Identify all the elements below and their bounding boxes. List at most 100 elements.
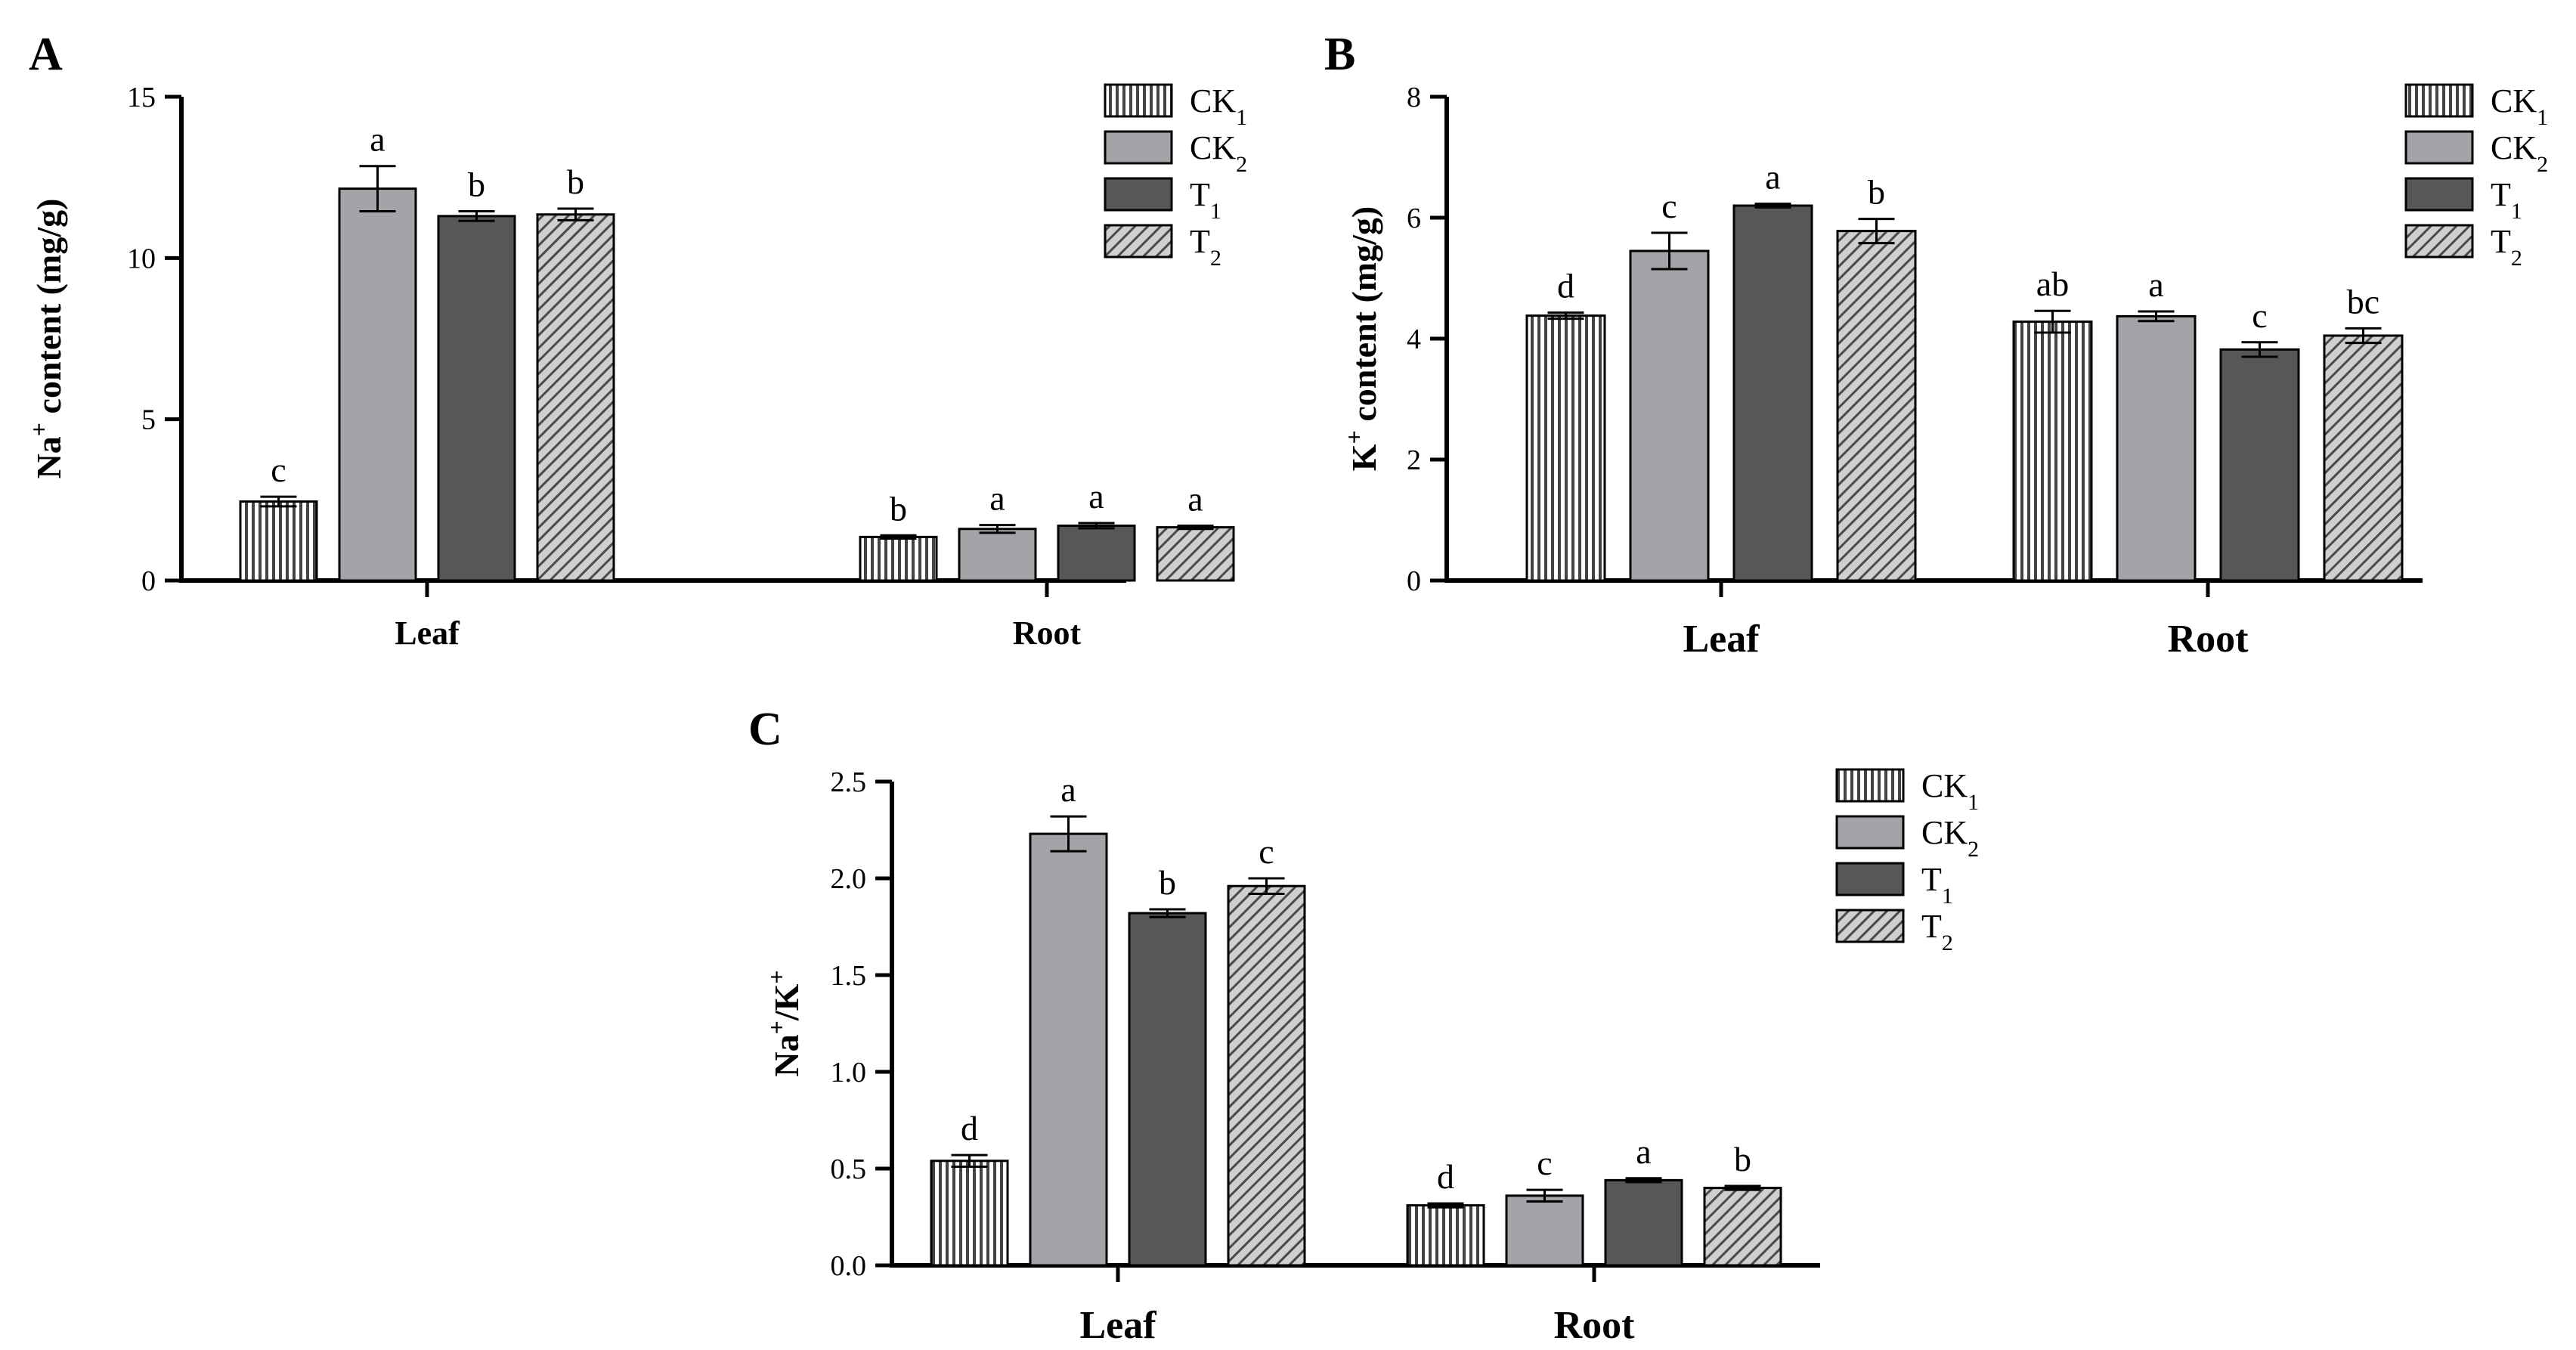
y-tick-label: 4 (1407, 324, 1421, 355)
y-tick-label: 0 (141, 565, 156, 597)
x-category-label: Root (1013, 615, 1082, 652)
bar-T2-root (1703, 1187, 1782, 1267)
legend-swatch-T2 (1835, 909, 1905, 943)
x-category-label: Leaf (1079, 1304, 1156, 1347)
bar-CK1-leaf (930, 1160, 1009, 1267)
y-tick-label: 10 (127, 243, 156, 274)
legend-swatch-T2 (2404, 224, 2474, 259)
y-axis-label: K+ content (mg/g) (1340, 206, 1383, 471)
y-axis-label: Na+/K+ (763, 970, 806, 1076)
x-category-label: Leaf (1683, 618, 1760, 661)
significance-letter: a (2148, 265, 2163, 304)
y-tick-label: 5 (141, 404, 156, 436)
legend-swatch-CK2 (1835, 815, 1905, 850)
significance-letter: ab (2036, 265, 2069, 303)
significance-letter: bc (2347, 282, 2379, 320)
legend-swatch-T2 (1104, 224, 1173, 259)
legend-swatch-T1 (1104, 177, 1173, 212)
significance-letter: a (1765, 158, 1780, 197)
bar-T2-root (1156, 526, 1235, 582)
y-tick-label: 0 (1407, 565, 1421, 597)
significance-letter: a (1636, 1132, 1651, 1171)
bar-CK2-leaf (1629, 249, 1710, 582)
y-tick-label: 8 (1407, 82, 1421, 113)
legend-swatch-CK1 (2404, 83, 2474, 118)
significance-letter: b (468, 165, 485, 203)
significance-letter: a (370, 120, 385, 159)
y-tick-label: 1.0 (831, 1057, 867, 1088)
legend-swatch-CK2 (1104, 130, 1173, 165)
bar-T1-leaf (437, 215, 516, 582)
bar-T1-leaf (1732, 204, 1813, 582)
legend-label-T2: T2 (2491, 223, 2522, 271)
significance-letter: b (567, 163, 584, 201)
x-category-label: Root (1554, 1304, 1636, 1347)
significance-letter: b (1159, 863, 1176, 902)
significance-letter: c (1259, 832, 1274, 871)
legend-label-CK2: CK2 (1921, 814, 1979, 862)
significance-letter: b (1734, 1140, 1751, 1178)
significance-letter: c (2252, 296, 2267, 335)
y-tick-label: 15 (127, 82, 156, 113)
significance-letter: c (1537, 1144, 1552, 1182)
bar-CK1-root (2012, 320, 2093, 582)
bar-CK2-leaf (1029, 832, 1108, 1267)
bar-CK1-root (859, 535, 938, 582)
bar-T1-root (2219, 348, 2300, 582)
bar-T2-leaf (536, 213, 615, 582)
bar-T2-root (2323, 334, 2404, 582)
panel-label: C (748, 704, 782, 755)
bar-CK2-root (1505, 1194, 1584, 1267)
bar-T2-leaf (1227, 884, 1306, 1267)
significance-letter: c (1661, 187, 1677, 225)
legend-label-T1: T1 (2491, 176, 2522, 224)
bar-CK1-leaf (239, 500, 318, 582)
significance-letter: d (1557, 267, 1574, 305)
bar-CK1-leaf (1525, 314, 1606, 582)
significance-letter: a (1088, 477, 1104, 516)
legend-label-T1: T1 (1190, 176, 1221, 224)
legend-swatch-T1 (1835, 862, 1905, 896)
significance-letter: d (961, 1109, 978, 1147)
bar-T2-leaf (1836, 230, 1917, 582)
legend-label-CK1: CK1 (2491, 82, 2548, 130)
panel-label: B (1324, 29, 1355, 80)
significance-letter: a (989, 479, 1005, 518)
legend-label-CK1: CK1 (1921, 767, 1979, 815)
y-tick-label: 2.0 (831, 863, 867, 895)
bar-CK1-root (1406, 1204, 1485, 1267)
panel-A: A 0 5 10 15 Na+ content (mg/g) c a b b Leaf b a a a Roo… (25, 29, 1247, 652)
y-tick-label: 0.5 (831, 1153, 867, 1185)
bar-T1-root (1057, 524, 1136, 582)
x-category-label: Leaf (395, 615, 460, 652)
y-axis-label: Na+ content (mg/g) (25, 199, 68, 479)
legend-swatch-CK1 (1835, 768, 1905, 803)
y-tick-label: 2 (1407, 444, 1421, 476)
y-tick-label: 0.0 (831, 1250, 867, 1282)
legend-swatch-CK2 (2404, 130, 2474, 165)
bar-CK2-leaf (338, 187, 417, 582)
legend-label-CK2: CK2 (2491, 129, 2548, 177)
significance-letter: b (890, 489, 907, 528)
x-category-label: Root (2168, 618, 2249, 661)
legend-label-T2: T2 (1190, 223, 1221, 271)
bar-T1-root (1604, 1178, 1683, 1267)
legend-label-CK1: CK1 (1190, 82, 1247, 130)
y-tick-label: 1.5 (831, 960, 867, 992)
significance-letter: c (271, 451, 286, 489)
significance-letter: a (1187, 479, 1203, 518)
panel-label: A (29, 29, 63, 80)
bar-CK2-root (2116, 314, 2197, 582)
y-tick-label: 6 (1407, 203, 1421, 234)
significance-letter: a (1060, 770, 1076, 809)
bar-CK2-root (958, 528, 1037, 582)
significance-letter: b (1868, 173, 1885, 212)
legend-label-T1: T1 (1921, 861, 1953, 909)
y-tick-label: 2.5 (831, 766, 867, 798)
bar-T1-leaf (1128, 912, 1207, 1267)
legend-label-CK2: CK2 (1190, 129, 1247, 177)
legend-swatch-T1 (2404, 177, 2474, 212)
panel-C: C 0.0 0.5 1.0 1.5 2.0 2.5 Na+/K+ d a b c Leaf d c a b Roo… (748, 704, 1979, 1347)
